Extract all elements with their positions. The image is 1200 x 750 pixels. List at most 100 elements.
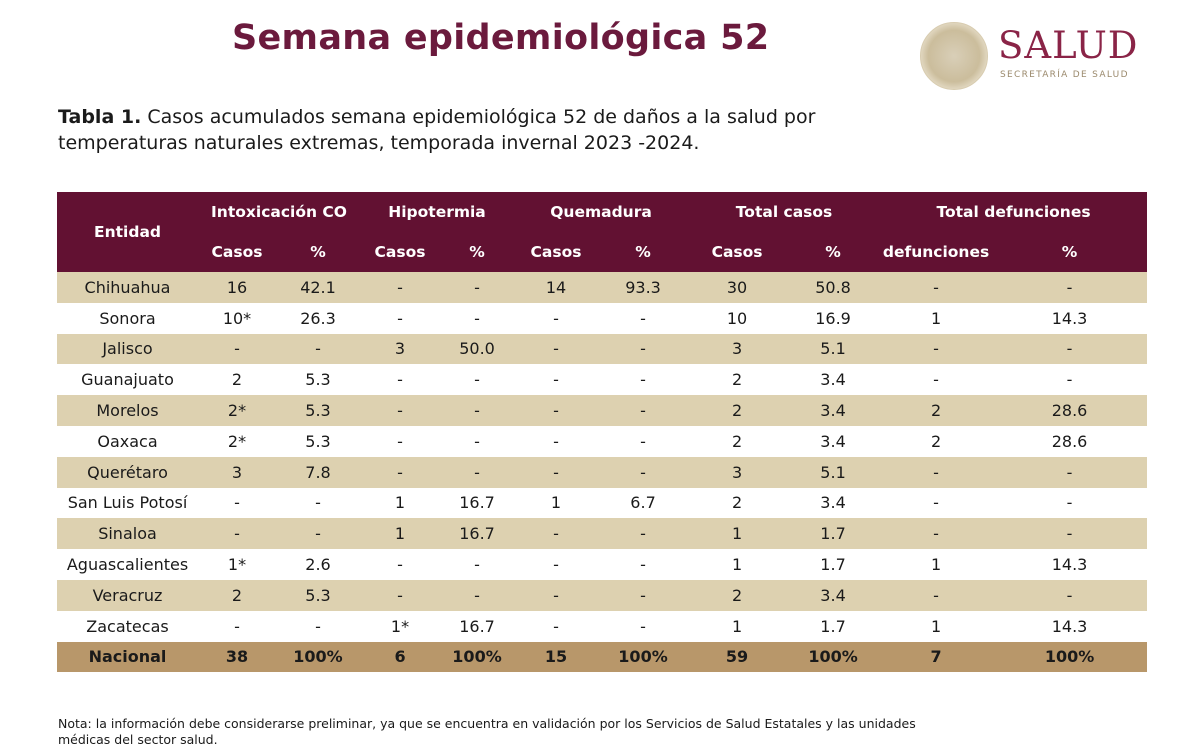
entity-cell: Chihuahua xyxy=(57,272,198,303)
value-cell: - xyxy=(598,579,689,611)
value-cell: 1.7 xyxy=(820,616,846,636)
header-entidad: Entidad xyxy=(57,192,198,272)
value-cell: - xyxy=(514,395,599,426)
value-cell: 6 xyxy=(360,641,441,673)
entity-cell: Morelos xyxy=(57,395,198,426)
value-cell: 2 xyxy=(688,395,787,426)
value-cell: 1* xyxy=(390,616,410,636)
value-cell: - xyxy=(360,395,441,426)
value-cell: - xyxy=(598,518,689,550)
value-cell: 2* xyxy=(198,395,276,426)
table-row: Chihuahua 16 42.1- -14 93.3 30 50.8- - xyxy=(57,272,1148,303)
table-row: Zacatecas - - 1* 16.7 - - 1 1.7 1 14.3 xyxy=(57,611,1147,642)
value-cell: - xyxy=(397,555,403,575)
value-cell: - xyxy=(440,456,515,488)
table-caption: Tabla 1. Casos acumulados semana epidemi… xyxy=(58,104,888,156)
entity-cell: Sonora xyxy=(99,308,156,328)
value-cell: - xyxy=(640,616,646,636)
table-row: San Luis Potosí - -1 16.7 1 6.7 2 3.4- - xyxy=(57,488,1147,519)
caption-label: Tabla 1. xyxy=(58,106,142,128)
value-cell: 1 xyxy=(360,518,441,550)
value-cell: - xyxy=(360,579,441,611)
value-cell: - xyxy=(880,579,993,611)
total-row: Nacional 38 100% 6 100% 15 100% 59 100% 7 100% xyxy=(57,641,1148,673)
value-cell: 14.3 xyxy=(1051,555,1088,575)
value-cell: 1.7 xyxy=(820,555,846,575)
value-cell: - xyxy=(198,518,276,550)
value-cell: - xyxy=(360,456,441,488)
value-cell: - xyxy=(514,456,599,488)
value-cell: - xyxy=(474,370,480,390)
value-cell: 30 xyxy=(688,272,787,303)
value-cell: 6.7 xyxy=(630,493,656,513)
value-cell: 10* xyxy=(222,308,252,328)
value-cell: - xyxy=(640,308,646,328)
cases-table: Entidad Intoxicación CO Hipotermia Quema… xyxy=(57,192,1148,673)
value-cell: - xyxy=(397,370,403,390)
entity-cell: Querétaro xyxy=(57,456,198,488)
sub-header-cell: % xyxy=(598,232,689,272)
value-cell: - xyxy=(553,555,559,575)
value-cell: - xyxy=(234,616,240,636)
entity-cell: San Luis Potosí xyxy=(67,493,188,513)
value-cell: 93.3 xyxy=(598,272,689,303)
value-cell: - xyxy=(553,431,559,451)
entity-cell: Nacional xyxy=(57,641,198,673)
value-cell: 2* xyxy=(227,431,247,451)
value-cell: 1* xyxy=(227,555,247,575)
value-cell: - xyxy=(514,579,599,611)
value-cell: - xyxy=(880,518,993,550)
value-cell: 3.4 xyxy=(786,579,881,611)
value-cell: 10 xyxy=(726,308,748,328)
value-cell: - xyxy=(474,431,480,451)
value-cell: - xyxy=(640,370,646,390)
value-cell: 3.4 xyxy=(820,370,846,390)
value-cell: - xyxy=(315,616,321,636)
table-row: Sinaloa - -1 16.7- -1 1.7- - xyxy=(57,518,1148,550)
value-cell: - xyxy=(440,579,515,611)
salud-logo: SALUD SECRETARÍA DE SALUD xyxy=(920,22,1150,90)
table-row: Sonora 10* 26.3 - - - - 10 16.9 1 14.3 xyxy=(57,303,1147,334)
value-cell: - xyxy=(992,579,1148,611)
table-row: Querétaro 3 7.8- - - -3 5.1- - xyxy=(57,456,1148,488)
value-cell: 16 xyxy=(198,272,276,303)
header-quemadura: Quemadura xyxy=(514,192,689,232)
value-cell: 5.3 xyxy=(305,431,331,451)
value-cell: - xyxy=(553,308,559,328)
value-cell: - xyxy=(880,272,993,303)
sub-header-row: Casos% Casos% Casos% Casos% defunciones% xyxy=(57,232,1148,272)
value-cell: 2 xyxy=(731,493,743,513)
value-cell: - xyxy=(440,272,515,303)
value-cell: 3.4 xyxy=(820,431,846,451)
value-cell: - xyxy=(474,555,480,575)
table-row: Veracruz 2 5.3- - - -2 3.4- - xyxy=(57,579,1148,611)
value-cell: 2 xyxy=(930,431,942,451)
value-cell: 3 xyxy=(360,333,441,365)
value-cell: - xyxy=(933,493,939,513)
value-cell: - xyxy=(992,333,1148,365)
value-cell: 3.4 xyxy=(820,493,846,513)
value-cell: 59 xyxy=(688,641,787,673)
value-cell: - xyxy=(992,518,1148,550)
value-cell: 2 xyxy=(688,579,787,611)
value-cell: 1 xyxy=(731,555,743,575)
value-cell: 3 xyxy=(198,456,276,488)
value-cell: - xyxy=(514,333,599,365)
value-cell: 100% xyxy=(276,641,361,673)
entity-cell: Aguascalientes xyxy=(66,555,189,575)
value-cell: - xyxy=(276,333,361,365)
value-cell: - xyxy=(553,616,559,636)
logo-subtitle: SECRETARÍA DE SALUD xyxy=(1000,70,1129,80)
table-row: Aguascalientes 1* 2.6 - - - - 1 1.7 1 14.3 xyxy=(57,549,1147,580)
value-cell: - xyxy=(992,456,1148,488)
value-cell: 3.4 xyxy=(786,395,881,426)
value-cell: - xyxy=(640,555,646,575)
value-cell: 16.7 xyxy=(459,493,495,513)
value-cell: 14.3 xyxy=(1051,616,1088,636)
header-hipotermia: Hipotermia xyxy=(360,192,515,232)
value-cell: 2 xyxy=(731,370,743,390)
entity-cell: Veracruz xyxy=(57,579,198,611)
caption-text: Casos acumulados semana epidemiológica 5… xyxy=(58,106,816,154)
value-cell: 28.6 xyxy=(1051,431,1088,451)
value-cell: 1 xyxy=(930,555,942,575)
